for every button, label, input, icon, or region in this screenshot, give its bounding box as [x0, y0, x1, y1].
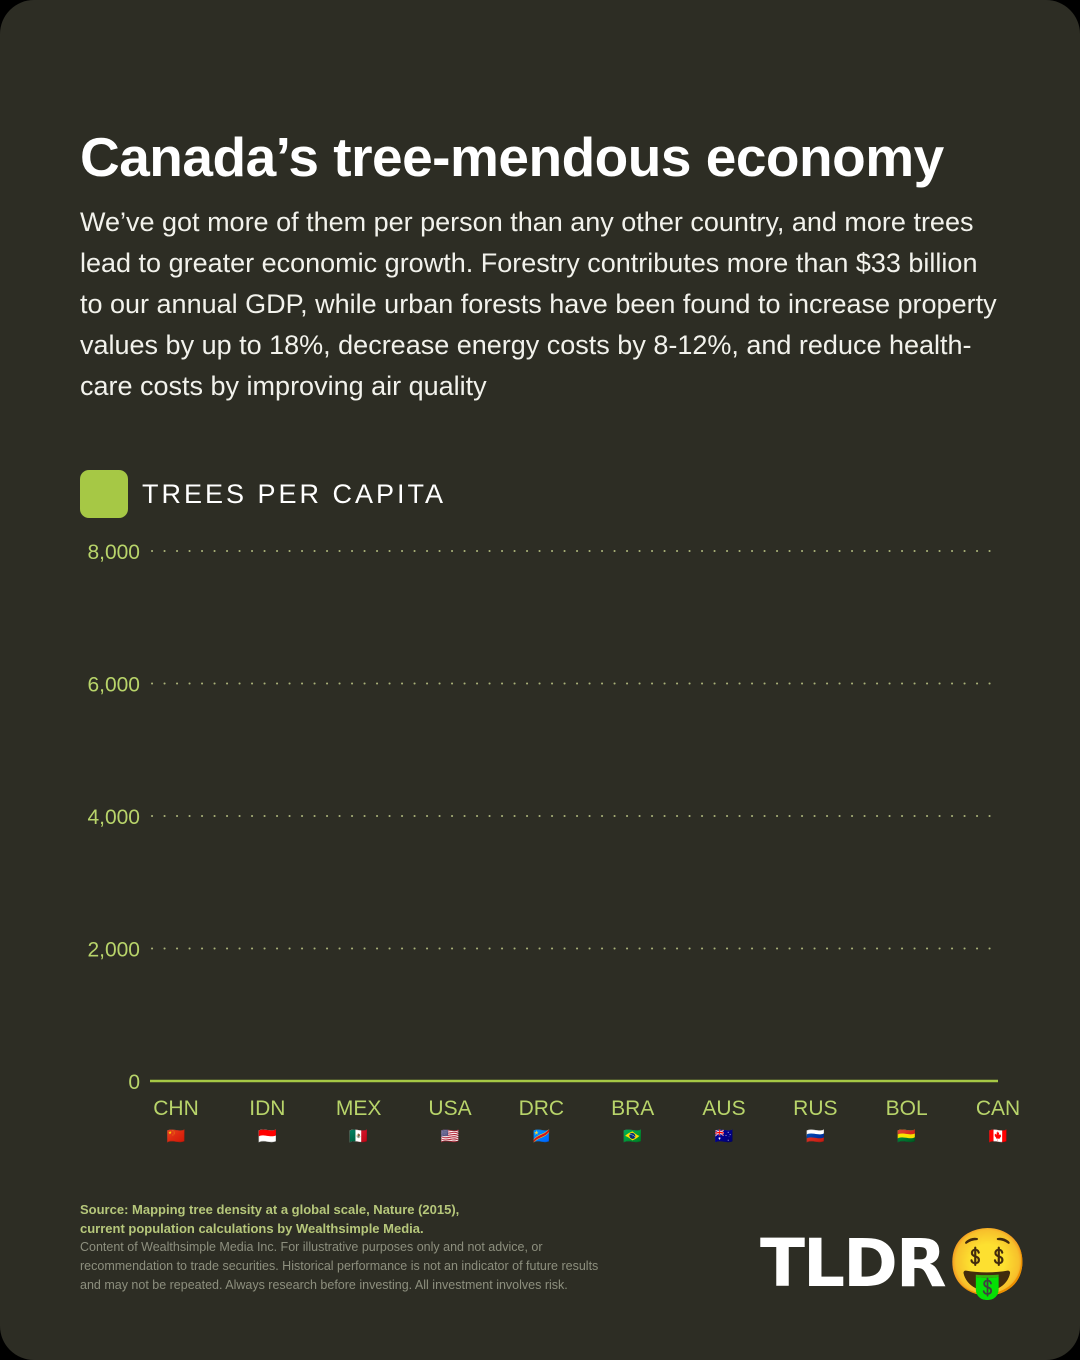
x-tick-label: CHN	[153, 1097, 199, 1120]
flag-icon: 🇧🇴	[897, 1127, 916, 1145]
source-line-2: current population calculations by Wealt…	[80, 1221, 424, 1236]
x-tick-label: MEX	[336, 1097, 382, 1120]
flag-icon: 🇨🇩	[532, 1127, 551, 1145]
tldr-logo: TLDR 🤑	[760, 1224, 1029, 1302]
disclaimer-line-3: and may not be repeated. Always research…	[80, 1278, 568, 1292]
flag-icon: 🇨🇦	[989, 1127, 1008, 1145]
x-tick-label: BOL	[886, 1097, 928, 1120]
page-title: Canada’s tree-mendous economy	[80, 126, 944, 188]
x-tick-label: RUS	[793, 1097, 837, 1120]
x-tick-label: CAN	[976, 1097, 1020, 1120]
y-tick-label: 6,000	[87, 674, 140, 697]
source-line-1: Source: Mapping tree density at a global…	[80, 1202, 460, 1217]
footer: Source: Mapping tree density at a global…	[80, 1200, 680, 1295]
legend-swatch	[80, 470, 128, 518]
flag-icon: 🇲🇽	[349, 1127, 368, 1145]
disclaimer-line-2: recommendation to trade securities. Hist…	[80, 1259, 599, 1273]
x-tick-label: BRA	[611, 1097, 654, 1120]
logo-text: TLDR	[760, 1224, 947, 1302]
y-tick-label: 0	[128, 1071, 140, 1094]
y-tick-label: 8,000	[87, 541, 140, 564]
flag-icon: 🇮🇩	[258, 1127, 277, 1145]
x-tick-label: DRC	[519, 1097, 565, 1120]
y-tick-label: 4,000	[87, 806, 140, 829]
legend-label: TREES PER CAPITA	[142, 478, 447, 509]
x-tick-label: IDN	[249, 1097, 285, 1120]
x-tick-label: USA	[428, 1097, 471, 1120]
flag-icon: 🇷🇺	[806, 1127, 825, 1145]
bar-chart: 0 2,000 4,000 6,000 8,000 CHN 🇨🇳 IDN 🇮🇩 MEX 🇲🇽 USA 🇺…	[87, 541, 1020, 1145]
y-tick-label: 2,000	[87, 939, 140, 962]
flag-icon: 🇦🇺	[715, 1127, 734, 1145]
x-tick-label: AUS	[702, 1097, 745, 1120]
flag-icon: 🇧🇷	[623, 1127, 642, 1145]
flag-icon: 🇺🇸	[441, 1127, 460, 1145]
disclaimer-line-1: Content of Wealthsimple Media Inc. For i…	[80, 1240, 543, 1254]
page-subtitle: We’ve got more of them per person than a…	[80, 207, 997, 401]
chart-legend: TREES PER CAPITA	[80, 470, 446, 518]
money-face-icon: 🤑	[946, 1224, 1029, 1301]
flag-icon: 🇨🇳	[167, 1127, 186, 1145]
